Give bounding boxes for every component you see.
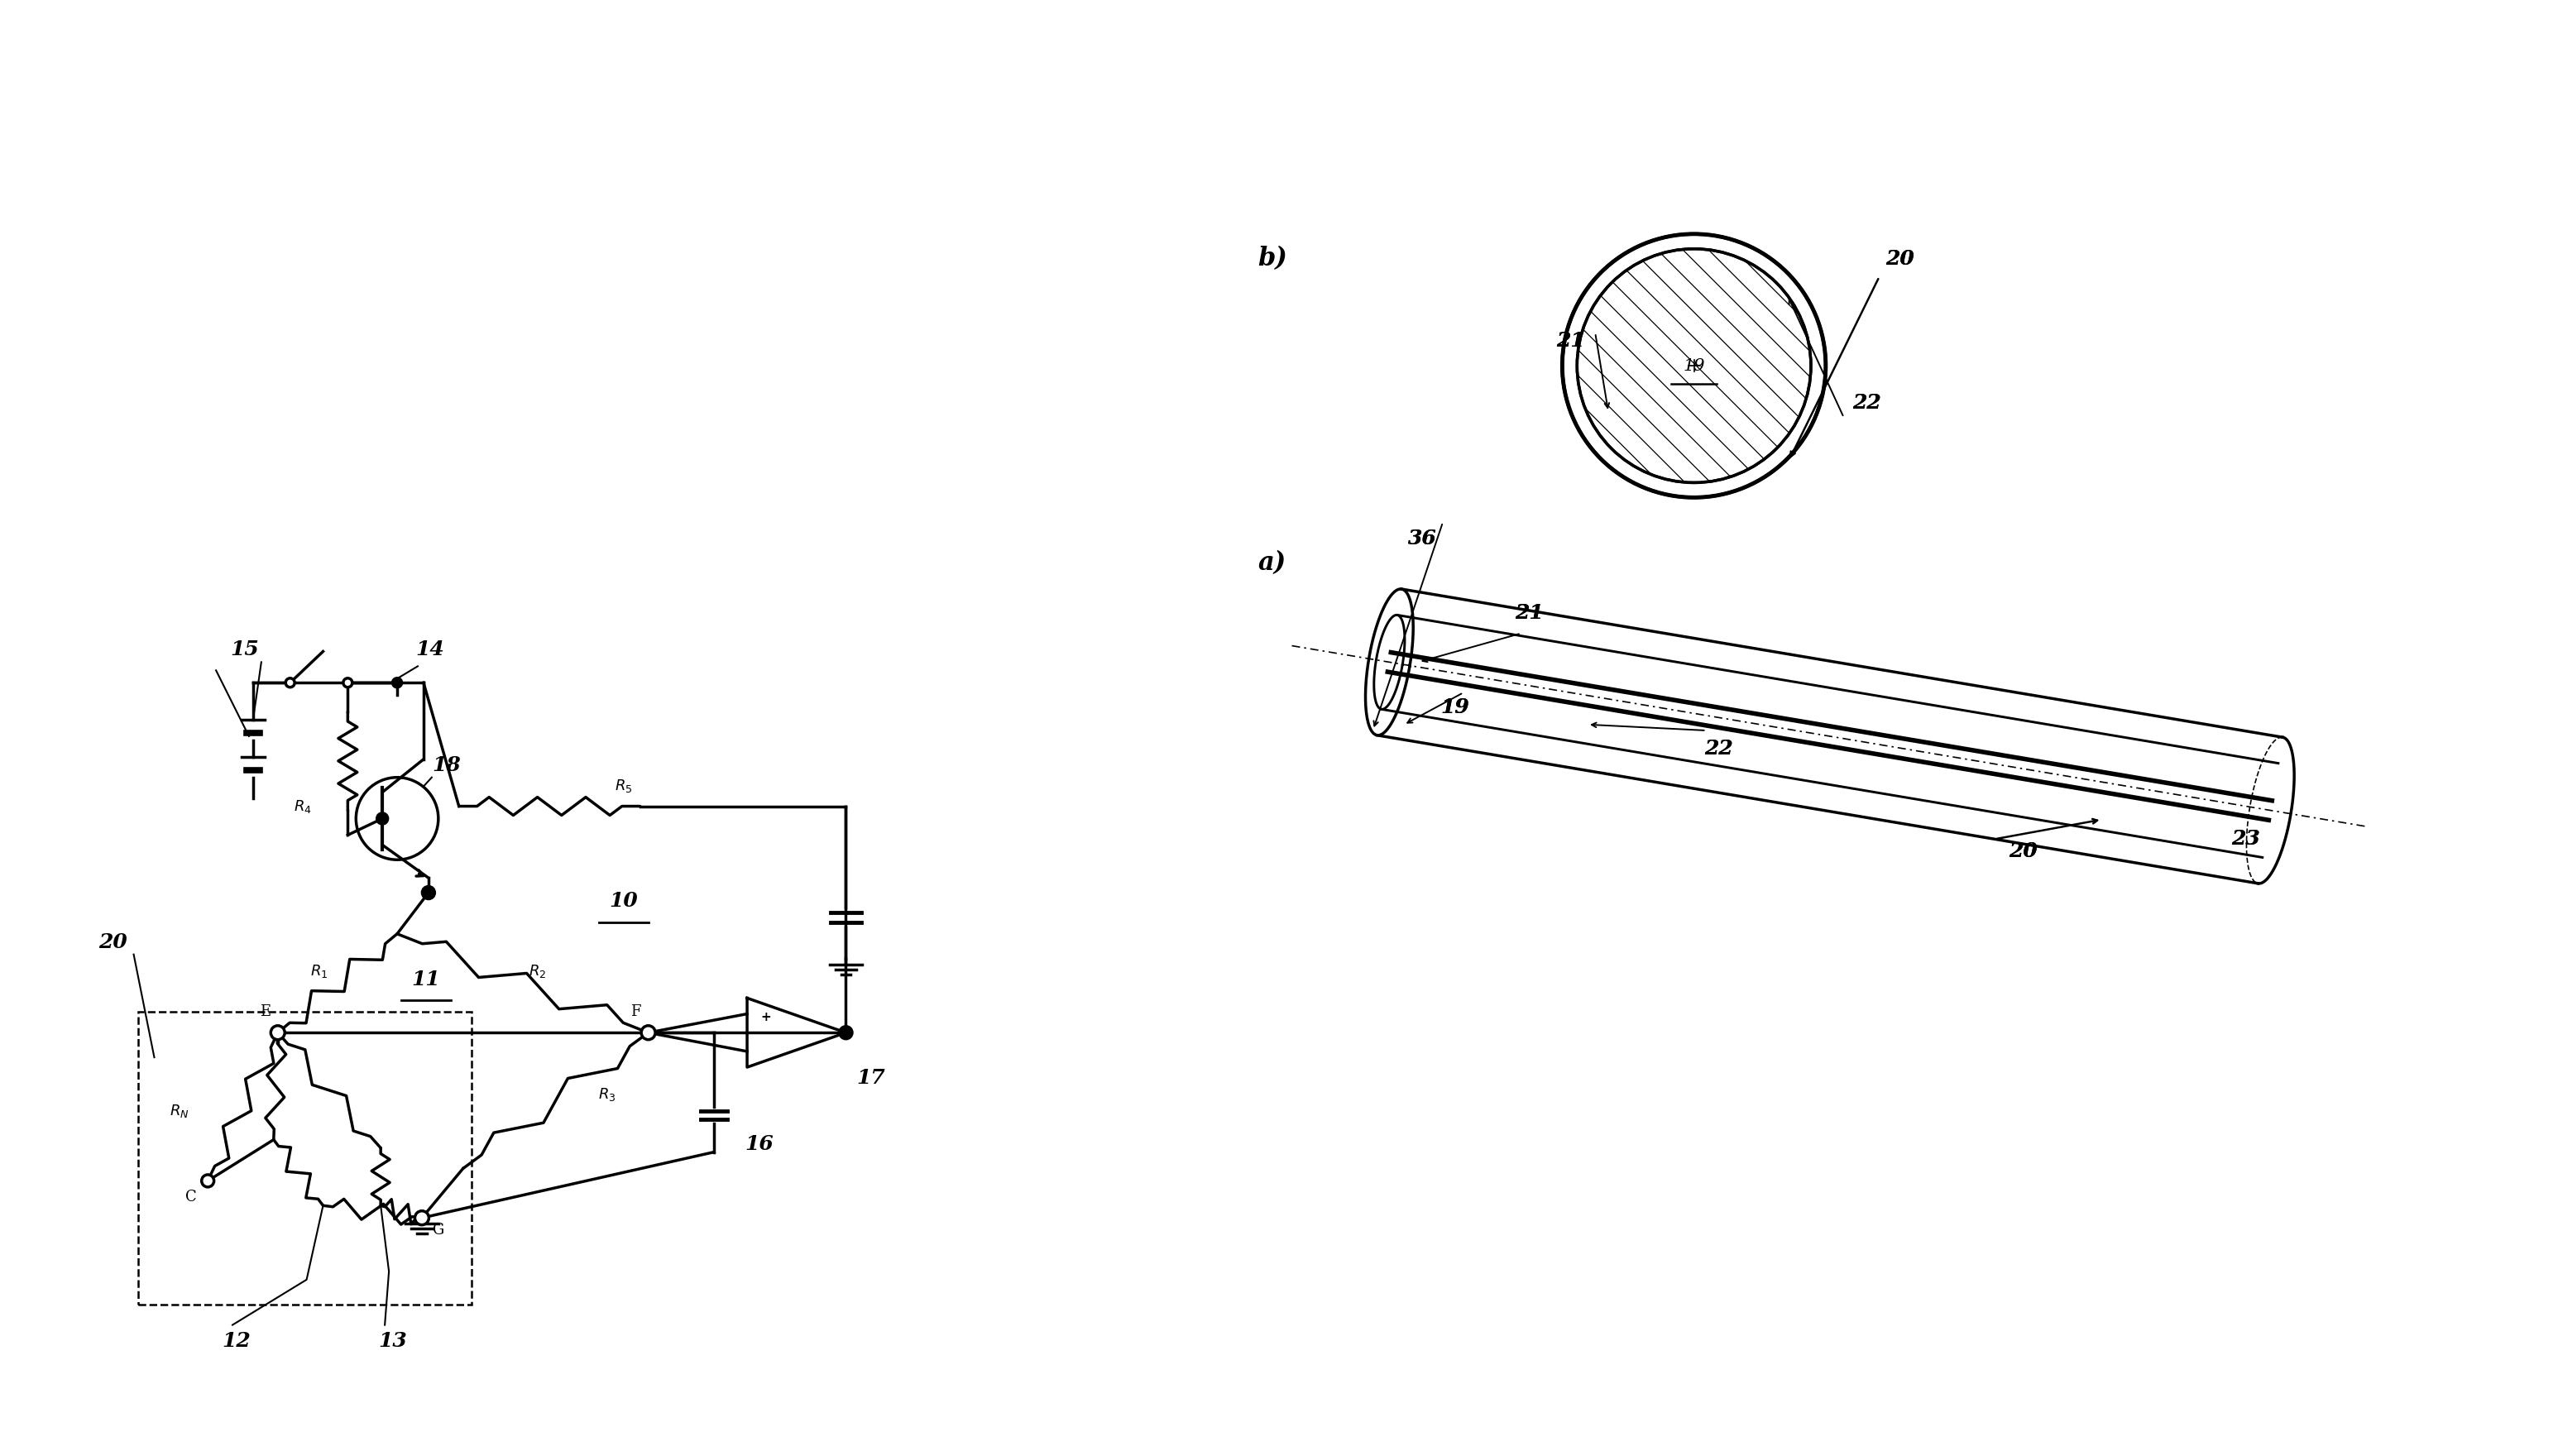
Text: 20: 20 (2008, 842, 2039, 862)
Text: 23: 23 (2231, 830, 2261, 849)
Text: $R_4$: $R_4$ (294, 798, 312, 814)
Text: 20: 20 (1885, 249, 1913, 268)
Text: 22: 22 (1852, 393, 1880, 412)
Circle shape (391, 678, 402, 687)
Text: 19: 19 (1440, 697, 1471, 718)
Text: C: C (187, 1190, 197, 1204)
Text: 36: 36 (1407, 529, 1438, 549)
Text: 11: 11 (412, 970, 440, 989)
Circle shape (376, 814, 389, 824)
Text: 20: 20 (100, 932, 128, 952)
Text: 21: 21 (1514, 603, 1542, 623)
Text: $R_N$: $R_N$ (169, 1102, 189, 1120)
Circle shape (414, 1211, 430, 1224)
Text: 36: 36 (1407, 529, 1438, 549)
Text: 14: 14 (417, 639, 445, 660)
Text: 17: 17 (857, 1069, 885, 1088)
Text: G: G (432, 1223, 445, 1238)
Text: $R_2$: $R_2$ (530, 962, 545, 980)
Text: 21: 21 (1555, 331, 1586, 351)
Text: $R_3$: $R_3$ (599, 1086, 616, 1102)
Circle shape (286, 678, 294, 687)
Circle shape (271, 1025, 284, 1040)
Text: 22: 22 (1704, 738, 1734, 759)
Text: 22: 22 (1704, 738, 1734, 759)
Text: 10: 10 (609, 891, 637, 911)
Text: $R_1$: $R_1$ (310, 962, 327, 980)
Circle shape (202, 1175, 215, 1187)
Text: +: + (760, 1010, 770, 1024)
Bar (138, 1012, 471, 1305)
Text: b): b) (1259, 246, 1287, 271)
Text: 12: 12 (223, 1331, 251, 1351)
Text: 16: 16 (744, 1134, 775, 1153)
Text: 21: 21 (1555, 331, 1586, 351)
Circle shape (1578, 249, 1811, 482)
Text: 18: 18 (432, 756, 460, 775)
Text: 20: 20 (2008, 842, 2039, 862)
Circle shape (1563, 234, 1826, 498)
Circle shape (422, 887, 435, 898)
Text: 15: 15 (230, 639, 258, 660)
Circle shape (839, 1026, 852, 1038)
Text: a): a) (1259, 550, 1287, 577)
Text: $R_5$: $R_5$ (614, 778, 632, 794)
Text: E: E (261, 1005, 271, 1019)
Circle shape (642, 1025, 655, 1040)
Text: 23: 23 (2231, 830, 2261, 849)
Text: 13: 13 (379, 1331, 407, 1351)
Text: 19: 19 (1440, 697, 1471, 718)
Text: 21: 21 (1514, 603, 1542, 623)
Text: 22: 22 (1852, 393, 1880, 412)
Circle shape (343, 678, 353, 687)
Text: 19: 19 (1683, 358, 1706, 374)
Text: F: F (632, 1005, 642, 1019)
Circle shape (356, 778, 437, 859)
Text: 20: 20 (1885, 249, 1913, 268)
